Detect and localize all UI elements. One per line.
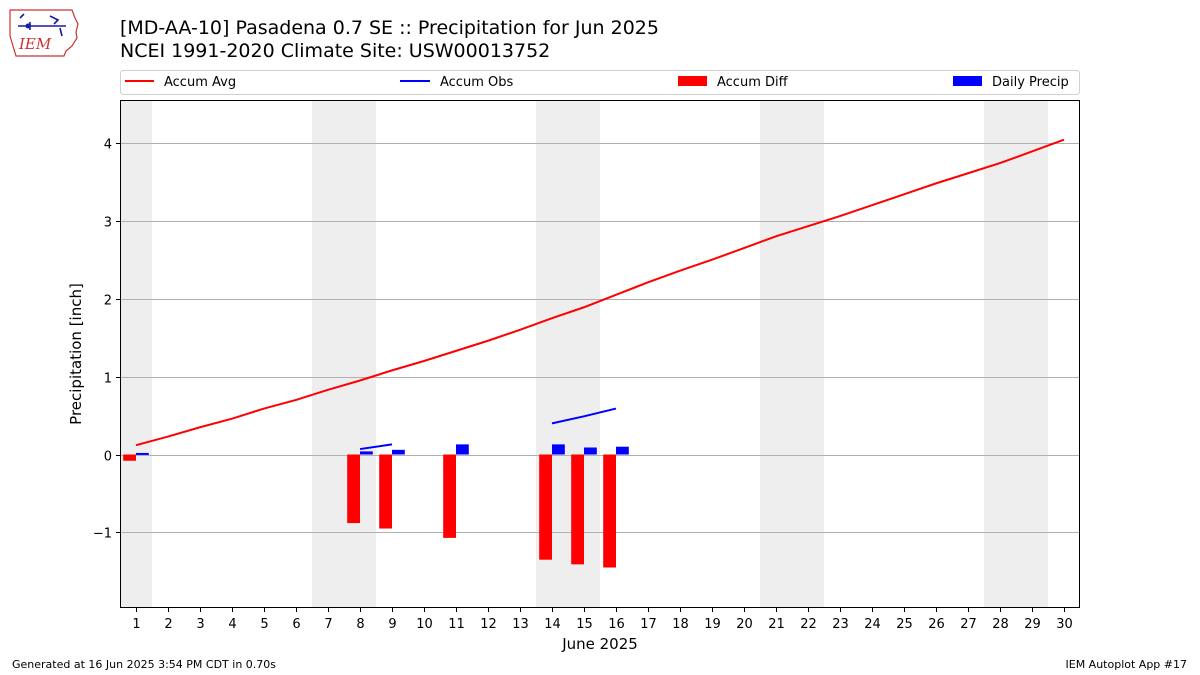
x-tick-label: 7 (324, 617, 332, 632)
x-tick-label: 20 (736, 617, 753, 632)
y-tick-label: 3 (104, 216, 112, 231)
accum-diff-bar (347, 454, 360, 524)
x-tick-label: 6 (292, 617, 300, 632)
iowa-state-outline (9, 9, 79, 57)
accum-avg-line (135, 138, 1065, 447)
x-tick-label: 26 (928, 617, 945, 632)
chart-title: [MD-AA-10] Pasadena 0.7 SE :: Precipitat… (120, 17, 659, 39)
weekend-band (120, 100, 152, 608)
x-tick-label: 18 (672, 617, 689, 632)
daily-precip-bar (552, 444, 565, 455)
x-tick-label: 10 (416, 617, 433, 632)
weekend-band (344, 100, 376, 608)
x-tick-label: 2 (164, 617, 172, 632)
x-tick-label: 15 (576, 617, 593, 632)
plot-frame (120, 100, 1080, 608)
x-tick-label: 28 (992, 617, 1009, 632)
accum-diff-bars (123, 454, 616, 568)
x-tick-label: 25 (896, 617, 913, 632)
x-tick-label: 3 (196, 617, 204, 632)
logo-text: IEM (18, 35, 52, 53)
x-tick-label: 23 (832, 617, 849, 632)
app-credit: IEM Autoplot App #17 (1065, 658, 1188, 671)
x-tick-label: 27 (960, 617, 977, 632)
weekend-band (984, 100, 1016, 608)
accum-diff-bar (571, 454, 584, 565)
y-axis-label: Precipitation [inch] (67, 283, 85, 425)
accum-diff-bar (443, 454, 456, 538)
weekend-bands (120, 100, 1048, 608)
accum-obs-segment (551, 407, 617, 425)
accum-diff-bar (123, 454, 136, 461)
accum-diff-bar (539, 454, 552, 560)
y-tick-label: 1 (104, 372, 112, 387)
weekend-band (1016, 100, 1048, 608)
weekend-band (760, 100, 792, 608)
station-dot-icon (25, 23, 31, 29)
accum-obs-lines (359, 407, 617, 451)
x-tick-label: 13 (512, 617, 529, 632)
generated-timestamp: Generated at 16 Jun 2025 3:54 PM CDT in … (12, 658, 277, 671)
daily-precip-bar (392, 449, 405, 455)
y-tick-label: 0 (104, 450, 112, 465)
x-tick-label: 1 (132, 617, 140, 632)
x-tick-label: 8 (356, 617, 364, 632)
legend-accum-diff-label: Accum Diff (717, 75, 789, 90)
daily-precip-bar (456, 444, 469, 455)
x-tick-label: 11 (448, 617, 465, 632)
accum-obs-segment (359, 443, 393, 451)
legend-box (120, 70, 1080, 95)
daily-precip-bar (136, 452, 149, 455)
iem-logo: IEM (9, 9, 79, 57)
x-tick-label: 9 (388, 617, 396, 632)
x-tick-label: 29 (1024, 617, 1041, 632)
chart-subtitle: NCEI 1991-2020 Climate Site: USW00013752 (120, 40, 551, 62)
legend-accum-obs-label: Accum Obs (440, 75, 513, 90)
weekend-band (312, 100, 344, 608)
x-tick-label: 17 (640, 617, 657, 632)
x-tick-label: 12 (480, 617, 497, 632)
x-tick-label: 5 (260, 617, 268, 632)
y-tick-label: −1 (93, 527, 112, 542)
daily-precip-bar (616, 446, 629, 455)
accum-diff-bar (603, 454, 616, 568)
y-axis-ticks: −1 0 1 2 3 4 (93, 138, 120, 542)
x-axis-ticks: 1 2 3 4 5 6 7 8 9 10 11 12 13 14 15 16 17 18 19 20 21 22 23 24 2… (132, 608, 1073, 632)
x-tick-label: 14 (544, 617, 561, 632)
y-tick-label: 4 (104, 138, 112, 153)
x-tick-label: 19 (704, 617, 721, 632)
x-tick-label: 4 (228, 617, 236, 632)
y-tick-label: 2 (104, 294, 112, 309)
x-tick-label: 16 (608, 617, 625, 632)
x-tick-label: 21 (768, 617, 785, 632)
legend-daily-precip-label: Daily Precip (992, 75, 1069, 90)
legend-accum-diff-swatch (678, 76, 707, 86)
x-tick-label: 22 (800, 617, 817, 632)
grid-lines (120, 143, 1080, 533)
legend: Accum Avg Accum Obs Accum Diff Daily Pre… (120, 70, 1080, 95)
daily-precip-bars (136, 444, 629, 455)
x-tick-label: 30 (1056, 617, 1073, 632)
legend-daily-precip-swatch (953, 76, 982, 86)
x-tick-label: 24 (864, 617, 881, 632)
daily-precip-bar (584, 447, 597, 455)
legend-accum-avg-label: Accum Avg (164, 75, 236, 90)
x-axis-label: June 2025 (561, 635, 638, 653)
weekend-band (792, 100, 824, 608)
accum-diff-bar (379, 454, 392, 529)
daily-precip-bar (360, 451, 373, 455)
